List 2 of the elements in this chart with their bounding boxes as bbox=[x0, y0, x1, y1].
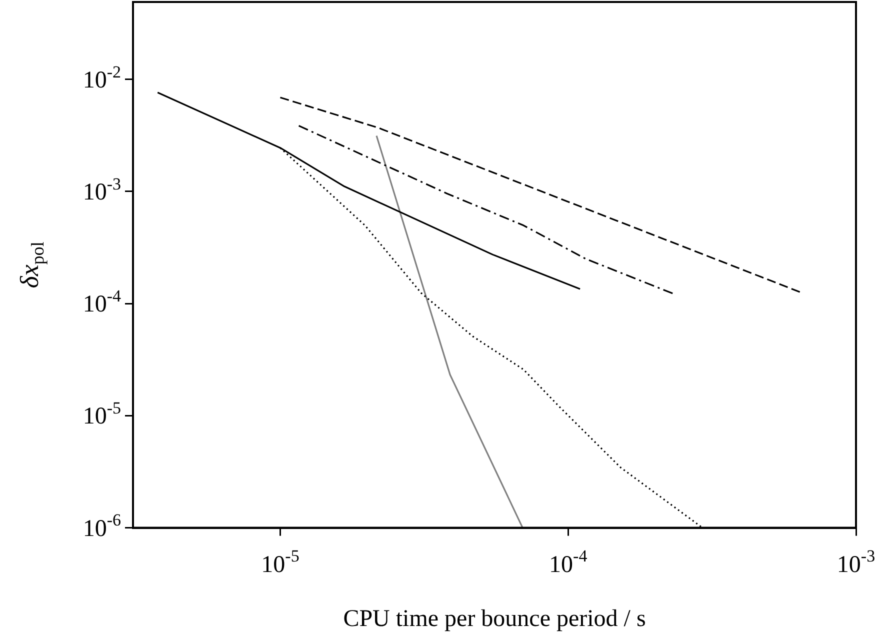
x-axis-title: CPU time per bounce period / s bbox=[343, 606, 646, 632]
y-axis-title: δxpol bbox=[15, 242, 48, 288]
